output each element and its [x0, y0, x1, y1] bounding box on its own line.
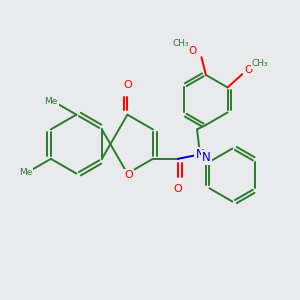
- Text: CH₃: CH₃: [172, 40, 189, 49]
- Text: O: O: [173, 184, 182, 194]
- Text: O: O: [244, 65, 252, 75]
- Text: CH₃: CH₃: [252, 59, 268, 68]
- Text: O: O: [188, 46, 197, 56]
- Text: O: O: [123, 80, 132, 90]
- Text: N: N: [202, 151, 211, 164]
- Text: N: N: [196, 148, 204, 161]
- Text: Me: Me: [19, 168, 32, 177]
- Text: O: O: [124, 170, 133, 180]
- Text: Me: Me: [44, 97, 58, 106]
